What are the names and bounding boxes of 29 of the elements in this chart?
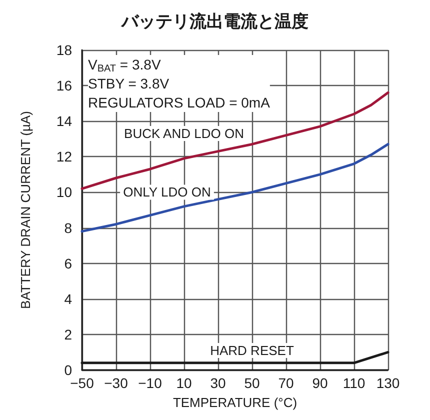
y-tick-label: 2	[64, 326, 72, 342]
y-tick-label: 4	[64, 290, 72, 307]
x-tick-label: −30	[104, 375, 128, 391]
x-tick-label: −50	[70, 375, 94, 391]
y-tick-label: 16	[56, 78, 72, 94]
x-tick-label: 50	[244, 375, 260, 391]
x-tick-label: 70	[278, 375, 294, 391]
x-tick-label: 110	[342, 375, 366, 391]
x-axis-title: TEMPERATURE (°C)	[172, 395, 298, 410]
y-tick-label: 10	[56, 184, 72, 200]
line-series	[80, 142, 390, 233]
y-tick-label: 8	[64, 220, 72, 236]
series-label: BUCK AND LDO ON	[124, 126, 244, 142]
annotation: REGULATORS LOAD = 0mA	[88, 94, 271, 110]
x-tick-label: 10	[176, 375, 192, 391]
y-tick-label: 12	[56, 148, 72, 165]
series-label: HARD RESET	[210, 342, 294, 358]
series-label: ONLY LDO ON	[123, 184, 211, 200]
y-tick-label: 0	[64, 362, 72, 378]
y-tick-label: 18	[56, 42, 72, 58]
chart-title: バッテリ流出電流と温度	[120, 12, 308, 31]
x-tick-label: −10	[138, 375, 162, 391]
y-tick-label: 6	[64, 255, 72, 272]
y-axis-title: BATTERY DRAIN CURRENT (µA)	[18, 111, 33, 309]
x-tick-label: 30	[210, 375, 226, 391]
annotation: STBY = 3.8V	[88, 76, 170, 92]
y-tick-label: 14	[56, 113, 72, 130]
x-tick-label: 90	[312, 375, 328, 391]
x-tick-label: 130	[376, 375, 400, 391]
